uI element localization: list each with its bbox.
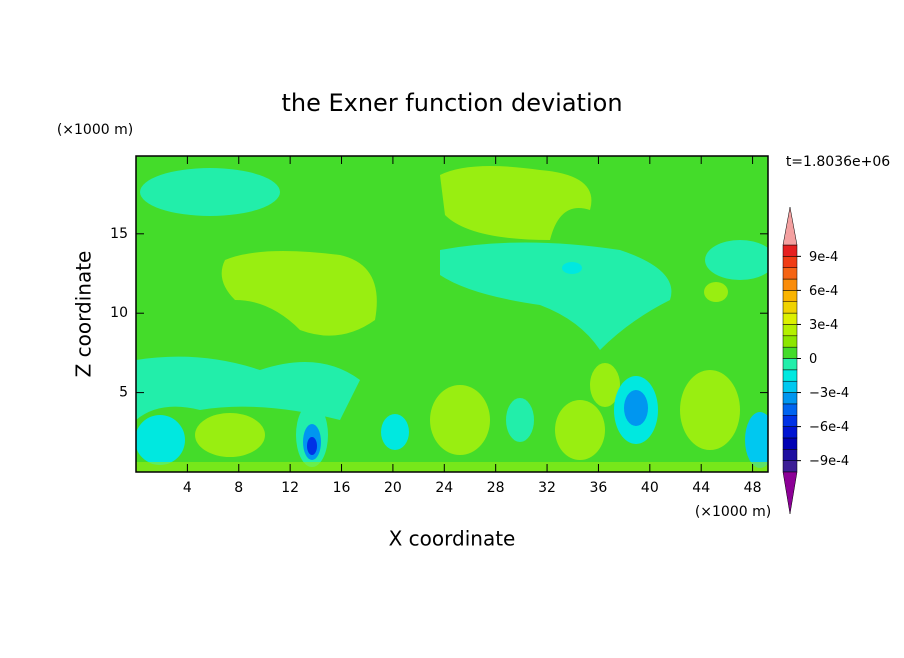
x-axis-title: X coordinate — [389, 527, 516, 551]
x-unit: (×1000 m) — [695, 504, 771, 520]
colorbar-box — [782, 278, 798, 291]
y-axis-title: Z coordinate — [72, 251, 96, 378]
x-tick-label: 48 — [744, 480, 762, 496]
y-tick-label: 5 — [119, 385, 128, 401]
colorbar-box — [782, 460, 798, 473]
x-tick-label: 44 — [692, 480, 710, 496]
x-tick-label: 36 — [590, 480, 608, 496]
colorbar-tick-label: 9e-4 — [809, 250, 838, 265]
colorbar-box — [782, 449, 798, 461]
x-tick-label: 8 — [234, 480, 243, 496]
colorbar-box — [782, 290, 798, 302]
colorbar-tick-label: 3e-4 — [809, 318, 838, 333]
x-tick-label: 40 — [641, 480, 659, 496]
colorbar-box — [782, 369, 798, 382]
colorbar-box — [782, 346, 798, 359]
colorbar-box — [782, 256, 798, 268]
contour-field — [136, 156, 768, 472]
colorbar-box — [782, 358, 798, 371]
y-tick-label: 15 — [110, 226, 128, 242]
colorbar-box — [782, 437, 798, 450]
colorbar-tick-label: 6e-4 — [809, 284, 838, 299]
colorbar-box — [782, 301, 798, 314]
colorbar-box — [782, 392, 798, 405]
colorbar-box — [782, 403, 798, 416]
x-tick-label: 16 — [333, 480, 351, 496]
colorbar-box — [782, 324, 798, 337]
colorbar-box — [782, 244, 798, 257]
colorbar-box — [782, 380, 798, 393]
colorbar-tick-label: −3e-4 — [809, 386, 849, 401]
colorbar-box — [782, 267, 798, 280]
x-tick-label: 24 — [435, 480, 453, 496]
chart-title: the Exner function deviation — [281, 89, 622, 117]
colorbar-box — [782, 415, 798, 427]
y-tick-label: 10 — [110, 305, 128, 321]
colorbar-under — [782, 471, 798, 515]
x-tick-label: 4 — [183, 480, 192, 496]
plot-frame — [135, 155, 769, 473]
colorbar-tick-label: −9e-4 — [809, 454, 849, 469]
colorbar-box — [782, 335, 798, 348]
colorbar-tick-label: −6e-4 — [809, 420, 849, 435]
x-tick-label: 12 — [281, 480, 299, 496]
time-annotation: t=1.8036e+06 — [786, 154, 890, 170]
x-tick-label: 28 — [487, 480, 505, 496]
colorbar-box — [782, 426, 798, 439]
colorbar-tick-label: 0 — [809, 352, 817, 367]
x-tick-label: 20 — [384, 480, 402, 496]
colorbar-box — [782, 312, 798, 325]
x-tick-label: 32 — [538, 480, 556, 496]
colorbar-over — [782, 206, 798, 246]
y-unit: (×1000 m) — [57, 122, 133, 138]
